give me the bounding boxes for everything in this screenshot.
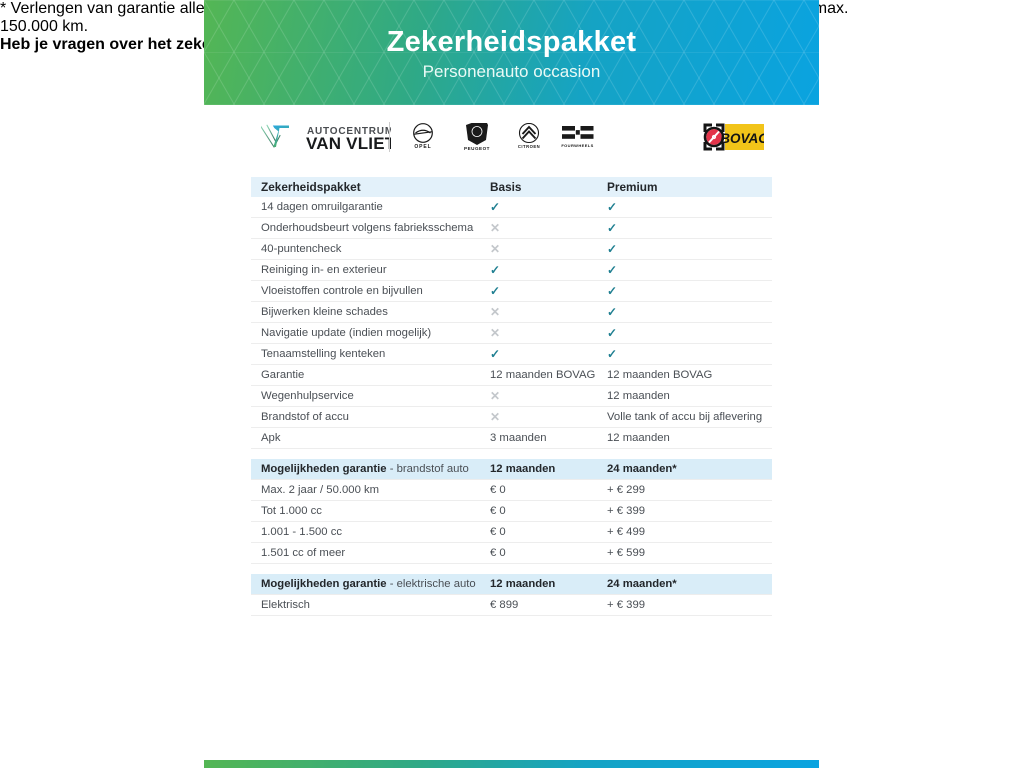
- svg-text:FOURWHEELS: FOURWHEELS: [561, 143, 593, 148]
- svg-text:VAN VLIET: VAN VLIET: [306, 134, 391, 153]
- svg-text:CITROEN: CITROEN: [518, 144, 540, 149]
- svg-text:BOVAG: BOVAG: [720, 131, 764, 146]
- svg-text:OPEL: OPEL: [414, 144, 431, 150]
- svg-text:PEUGEOT: PEUGEOT: [464, 146, 490, 151]
